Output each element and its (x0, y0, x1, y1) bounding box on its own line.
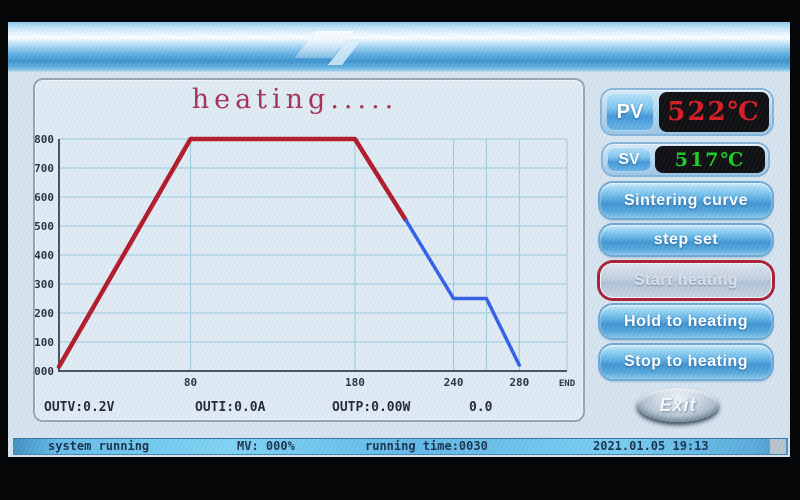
hold-to-heating-button[interactable]: Hold to heating (600, 305, 772, 338)
status-bar-end-cap (769, 439, 786, 454)
svg-text:400: 400 (35, 249, 54, 262)
svg-text:200: 200 (35, 307, 54, 320)
svg-text:700: 700 (35, 162, 54, 175)
start-heating-button[interactable]: Start heating (600, 263, 772, 298)
status-bar: system running MV: 000% running time:003… (13, 438, 788, 455)
pv-value-display: 522℃ (659, 92, 769, 132)
pv-readout: PV 522℃ (602, 90, 772, 134)
mv-percent-text: MV: 000% (237, 439, 295, 453)
exit-button[interactable]: Exit (637, 388, 719, 422)
sv-value-display: 517℃ (655, 146, 765, 173)
device-screen: heating..... 000 100 200 300 400 500 600 700 800… (8, 22, 790, 457)
sv-readout: SV 517℃ (603, 144, 768, 175)
sintering-curve-button[interactable]: Sintering curve (600, 183, 772, 218)
svg-text:END: END (559, 379, 576, 389)
system-status-text: system running (48, 439, 150, 453)
svg-text:240: 240 (444, 376, 464, 389)
outi-readout: OUTI:0.0A (195, 400, 266, 415)
svg-text:80: 80 (184, 376, 197, 389)
curve-panel: heating..... 000 100 200 300 400 500 600 700 800… (33, 78, 585, 422)
heating-status-title: heating..... (191, 84, 399, 115)
sintering-curve-chart: 000 100 200 300 400 500 600 700 800 80 180 240 280 EN… (35, 133, 576, 389)
running-time-text: running time:0030 (365, 439, 488, 453)
header-banner (8, 22, 790, 72)
pv-label-button[interactable]: PV (606, 93, 654, 131)
svg-text:600: 600 (35, 191, 54, 204)
svg-text:100: 100 (35, 336, 54, 349)
outv-readout: OUTV:0.2V (44, 400, 115, 415)
datetime-text: 2021.01.05 19:13 (593, 439, 709, 453)
svg-text:500: 500 (35, 220, 54, 233)
svg-text:280: 280 (509, 376, 529, 389)
svg-text:000: 000 (35, 365, 54, 378)
svg-text:300: 300 (35, 278, 54, 291)
stop-to-heating-button[interactable]: Stop to heating (600, 345, 772, 379)
step-set-button[interactable]: step set (600, 225, 772, 255)
svg-text:800: 800 (35, 133, 54, 146)
sv-label-button[interactable]: SV (607, 147, 651, 172)
outp-readout: OUTP:0.00W (332, 400, 411, 415)
svg-text:180: 180 (345, 376, 365, 389)
extra-readout: 0.0 (469, 400, 493, 415)
